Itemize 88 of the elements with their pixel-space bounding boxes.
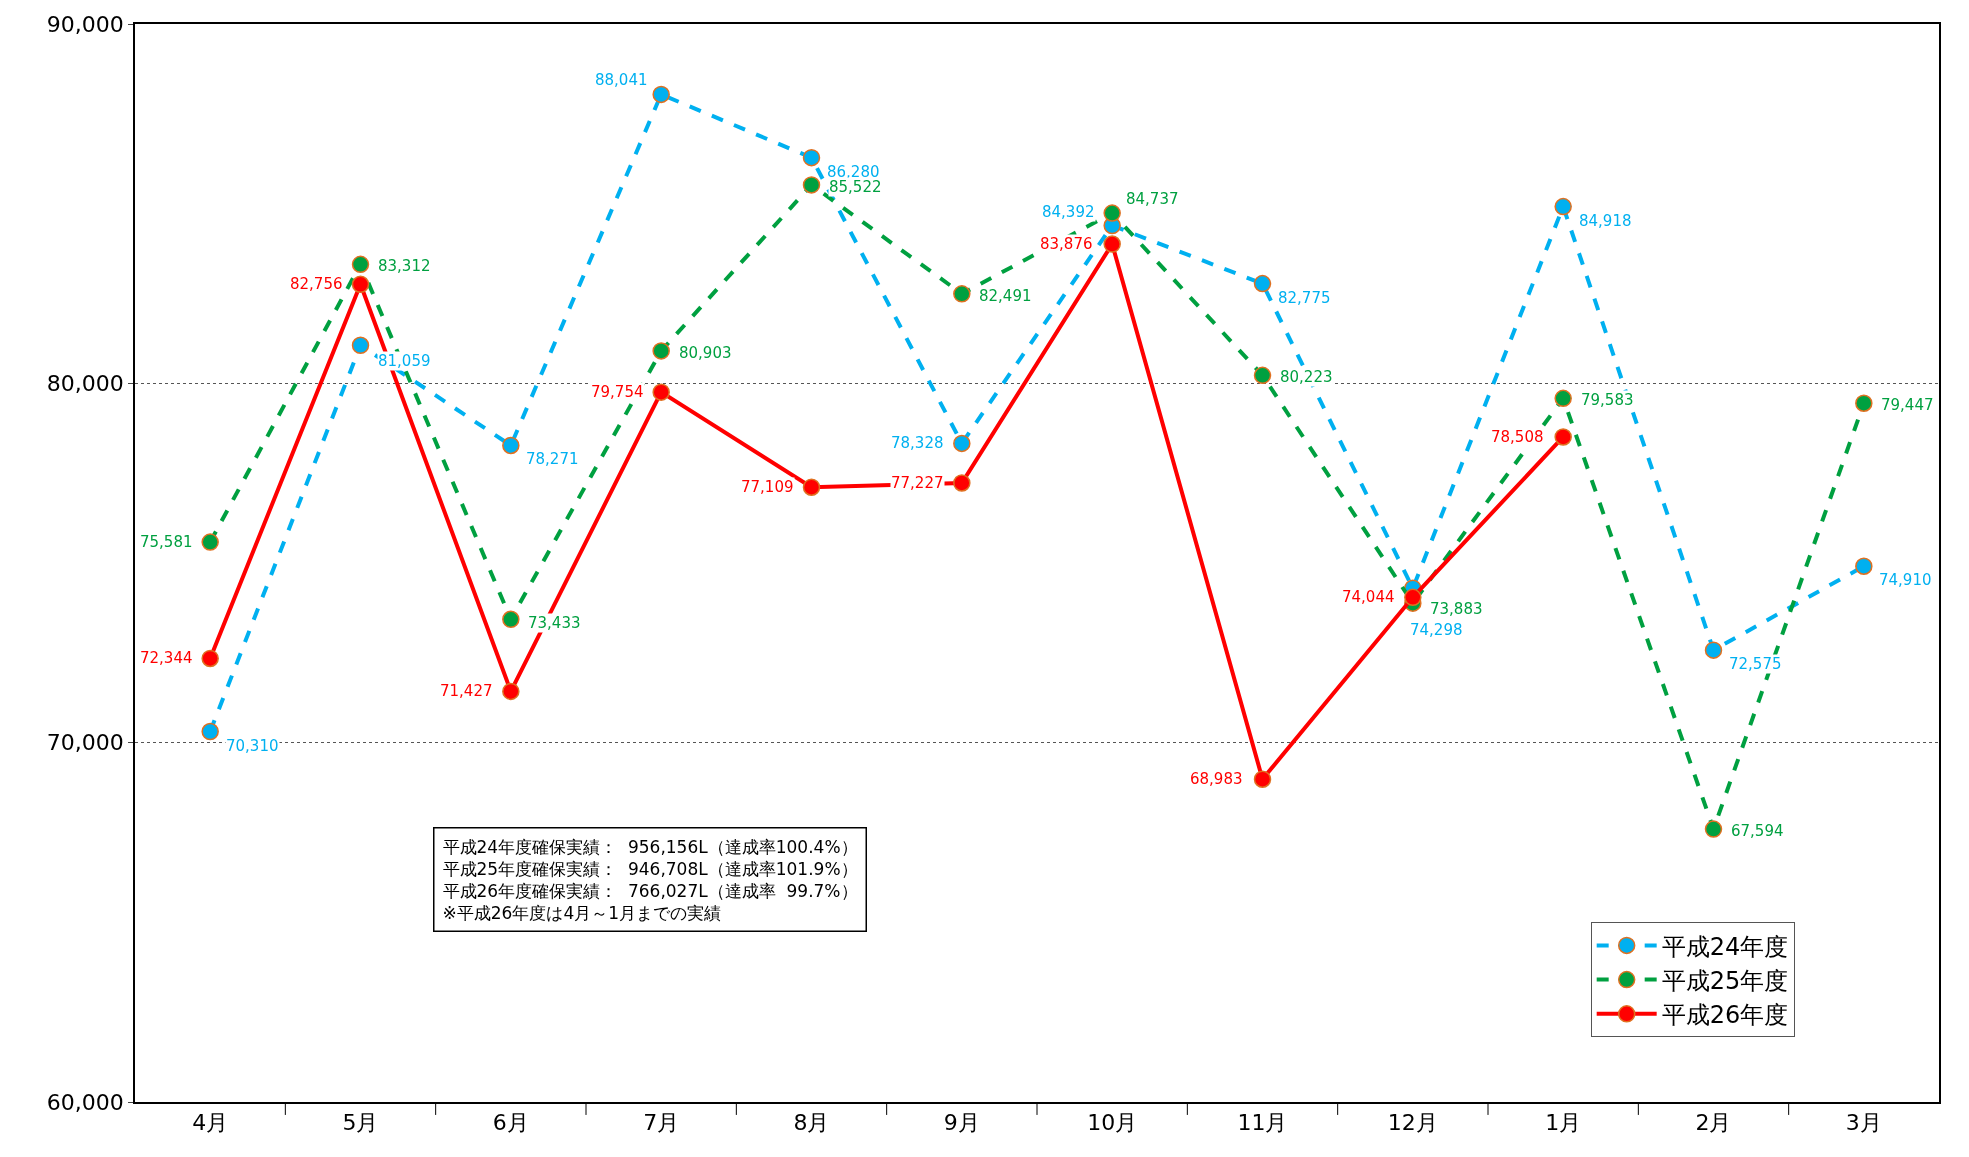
data-label: 82,756 [290, 275, 343, 293]
data-label: 88,041 [595, 71, 648, 89]
data-label: 74,298 [1410, 621, 1463, 639]
point [802, 176, 821, 194]
annotation: ※平成26年度は4月～1月までの実績 [442, 902, 722, 923]
point [502, 610, 520, 629]
point [1103, 235, 1121, 253]
data-label: 72,575 [1729, 655, 1782, 673]
data-label: 74,044 [1342, 588, 1395, 606]
data-label: 80,903 [679, 344, 732, 362]
x-tick-label: 4月 [192, 1110, 229, 1136]
point [652, 383, 670, 401]
data-label: 81,059 [378, 352, 431, 370]
y-tick-label: 70,000 [46, 730, 124, 756]
point [201, 649, 219, 668]
x-tick-label: 11月 [1237, 1110, 1288, 1136]
data-label: 80,223 [1280, 368, 1333, 386]
data-label: 84,918 [1579, 212, 1632, 230]
point [802, 148, 821, 167]
point [351, 255, 370, 274]
data-label: 82,775 [1278, 289, 1331, 307]
data-label: 78,328 [891, 434, 944, 452]
data-label: 77,227 [891, 474, 944, 492]
data-label: 83,312 [378, 257, 431, 275]
legend-label: 平成24年度 [1661, 932, 1789, 961]
point [1554, 197, 1572, 216]
data-label: 74,910 [1879, 571, 1932, 589]
legend-label: 平成26年度 [1661, 1001, 1789, 1030]
point [652, 85, 670, 104]
point [351, 336, 370, 355]
point [351, 275, 370, 294]
data-label: 79,583 [1581, 391, 1634, 409]
data-label: 83,876 [1040, 235, 1093, 253]
x-tick-label: 6月 [492, 1110, 529, 1136]
data-label: 85,522 [829, 178, 882, 196]
x-tick-label: 3月 [1845, 1110, 1882, 1136]
data-label: 82,491 [979, 287, 1032, 305]
point [1855, 394, 1873, 412]
x-tick-label: 12月 [1387, 1110, 1438, 1136]
point [1704, 820, 1723, 838]
x-tick-label: 5月 [342, 1110, 379, 1136]
data-label: 86,280 [827, 163, 880, 181]
y-tick-label: 90,000 [46, 11, 124, 37]
data-label: 84,392 [1042, 203, 1095, 221]
point [802, 478, 821, 496]
point [652, 342, 670, 360]
point [1253, 366, 1272, 385]
point [1404, 588, 1422, 607]
point [1554, 389, 1572, 408]
y-tick-label: 80,000 [46, 371, 124, 397]
point [953, 434, 971, 453]
data-label: 84,737 [1126, 190, 1179, 208]
point [953, 285, 971, 303]
annotation: 平成24年度確保実績： 956,156L（達成率100.4%） [442, 836, 858, 857]
point [1704, 641, 1723, 659]
data-label: 75,581 [140, 533, 193, 551]
data-label: 72,344 [140, 649, 193, 667]
data-label: 78,508 [1491, 428, 1544, 446]
data-label: 77,109 [741, 478, 794, 496]
data-label: 73,433 [528, 614, 581, 632]
point [1253, 274, 1272, 293]
point [1554, 428, 1572, 446]
point [1253, 770, 1272, 788]
x-tick-label: 10月 [1087, 1110, 1138, 1136]
x-tick-label: 2月 [1695, 1110, 1732, 1136]
annotation: 平成26年度確保実績： 766,027L（達成率 99.7%） [442, 880, 858, 901]
legend-label: 平成25年度 [1661, 966, 1789, 995]
x-tick-label: 8月 [793, 1110, 830, 1136]
point [502, 436, 520, 455]
x-tick-label: 7月 [643, 1110, 680, 1136]
point [1103, 204, 1121, 222]
annotation: 平成25年度確保実績： 946,708L（達成率101.9%） [442, 858, 858, 879]
point [502, 682, 520, 701]
data-label: 70,310 [226, 737, 279, 755]
point [201, 533, 219, 551]
point [953, 474, 971, 492]
x-tick-label: 9月 [943, 1110, 980, 1136]
point [1855, 557, 1873, 575]
x-tick-label: 1月 [1545, 1110, 1582, 1136]
data-label: 78,271 [526, 450, 579, 468]
data-label: 79,447 [1881, 396, 1934, 414]
data-label: 73,883 [1430, 600, 1483, 618]
data-label: 71,427 [440, 682, 493, 700]
y-tick-label: 60,000 [46, 1089, 124, 1115]
data-label: 79,754 [591, 383, 644, 401]
data-label: 67,594 [1731, 822, 1784, 840]
data-label: 68,983 [1190, 770, 1243, 788]
point [201, 722, 219, 741]
